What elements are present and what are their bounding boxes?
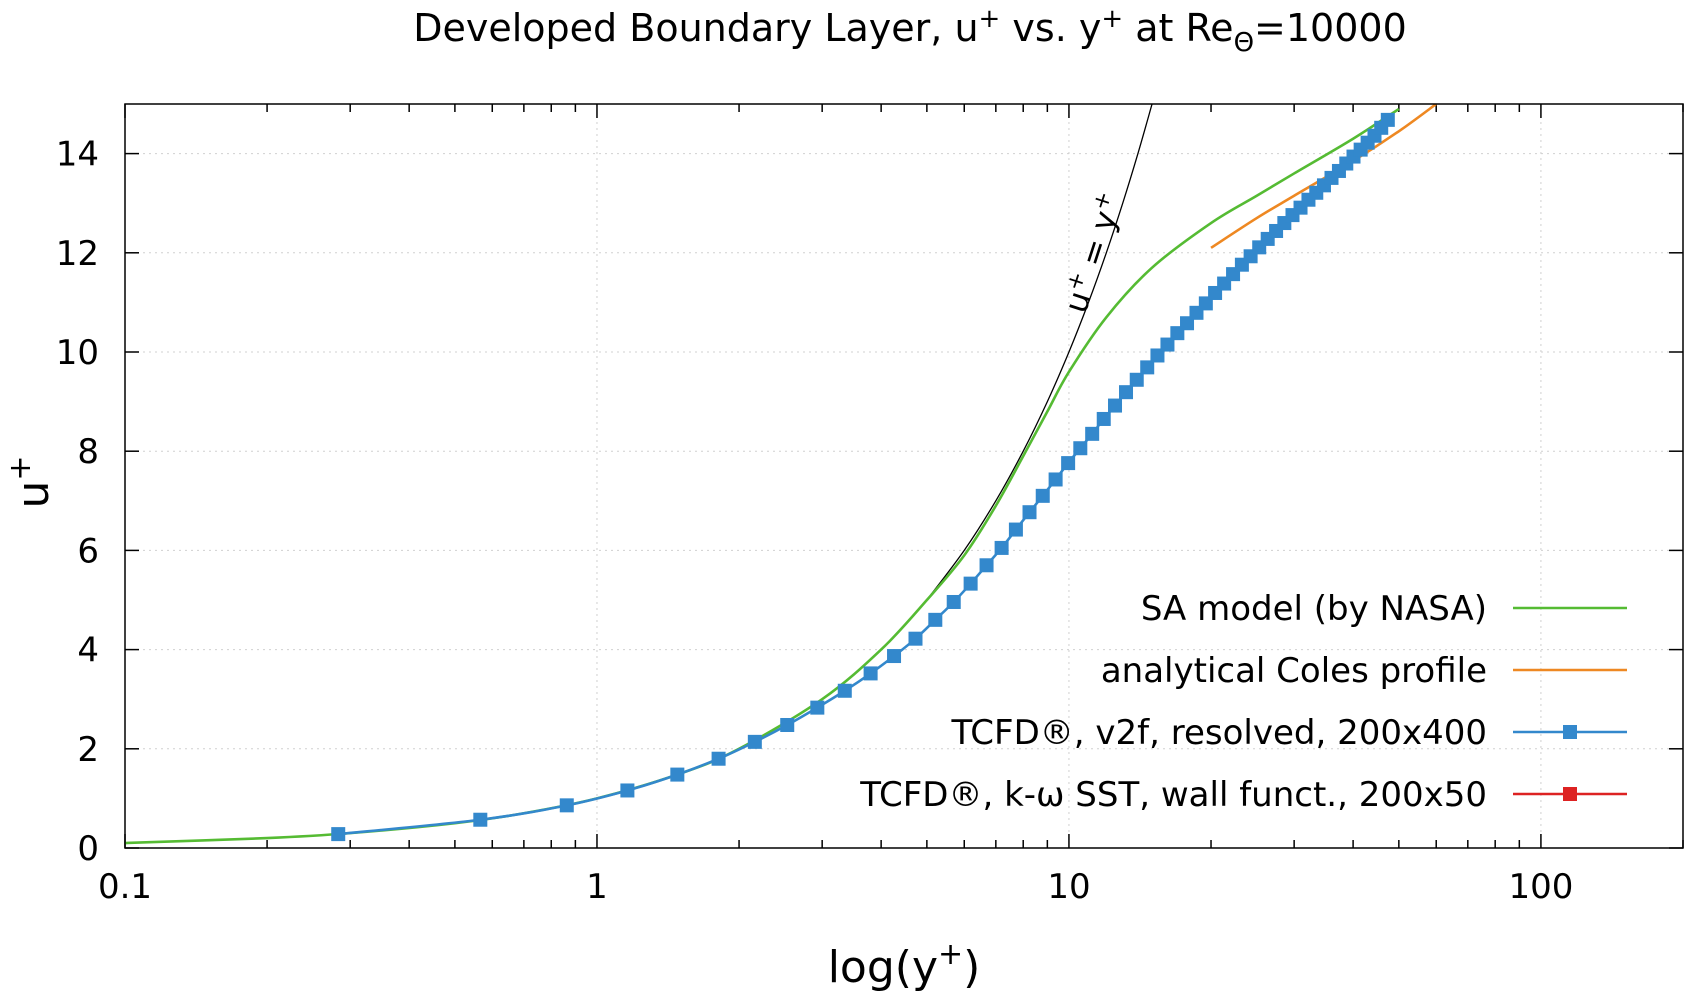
data-point (559, 798, 574, 813)
legend-label: SA model (by NASA) (1141, 589, 1487, 629)
y-tick-label: 4 (77, 631, 99, 671)
data-point (747, 734, 762, 749)
y-tick-label: 12 (56, 234, 99, 274)
data-point (1160, 337, 1175, 352)
data-point (1150, 348, 1165, 363)
data-point (620, 783, 635, 798)
data-point (1073, 441, 1088, 456)
data-point (1061, 456, 1076, 471)
data-point (1022, 505, 1037, 520)
x-tick-label: 1 (586, 867, 608, 907)
legend: SA model (by NASA) analytical Coles profi… (859, 589, 1627, 815)
y-tick-label: 2 (77, 730, 99, 770)
data-point (1108, 398, 1123, 413)
y-tick-label: 6 (77, 531, 99, 571)
data-point (887, 649, 902, 664)
data-point (670, 767, 685, 782)
axis-ticks: 0.1 1 10 100 0 2 4 6 8 10 12 14 (56, 104, 1684, 907)
legend-label: TCFD®, v2f, resolved, 200x400 (951, 713, 1487, 753)
plot-frame (124, 103, 1684, 849)
chart-title: Developed Boundary Layer, u+ vs. y+ at R… (413, 4, 1407, 58)
y-tick-label: 8 (77, 432, 99, 472)
x-tick-label: 10 (1047, 867, 1090, 907)
legend-swatch-marker (1563, 725, 1577, 739)
data-point (1035, 488, 1050, 503)
identity-annotation: u+ = y+ (1056, 188, 1131, 317)
data-point (473, 812, 488, 827)
x-tick-label: 0.1 (98, 867, 152, 907)
data-point (1085, 426, 1100, 441)
data-point (994, 540, 1009, 555)
series-layer (125, 104, 1437, 845)
series-line-analytical-coles-profile (1210, 104, 1437, 249)
data-point (331, 827, 346, 842)
y-axis-title: u+ (3, 455, 59, 508)
data-point (1008, 522, 1023, 537)
data-point (711, 751, 726, 766)
y-tick-label: 14 (56, 135, 99, 175)
grid-lines (125, 104, 1683, 848)
data-point (1380, 112, 1395, 127)
data-point (1096, 411, 1111, 426)
data-point (810, 700, 825, 715)
data-point (908, 631, 923, 646)
data-point (979, 558, 994, 573)
legend-label: TCFD®, k-ω SST, wall funct., 200x50 (859, 775, 1487, 815)
data-point (780, 717, 795, 732)
data-point (946, 594, 961, 609)
data-point (1119, 385, 1134, 400)
y-tick-label: 0 (77, 829, 99, 869)
legend-swatch-marker (1563, 787, 1577, 801)
legend-label: analytical Coles profile (1101, 651, 1487, 691)
data-point (1140, 360, 1155, 375)
y-tick-label: 10 (56, 333, 99, 373)
data-point (928, 612, 943, 627)
data-point (1129, 372, 1144, 387)
data-point (863, 666, 878, 681)
x-tick-label: 100 (1508, 867, 1573, 907)
data-point (1048, 472, 1063, 487)
data-point (963, 576, 978, 591)
series-line-u-y (926, 104, 1153, 601)
data-point (837, 683, 852, 698)
x-axis-title: log(y+) (828, 937, 981, 993)
